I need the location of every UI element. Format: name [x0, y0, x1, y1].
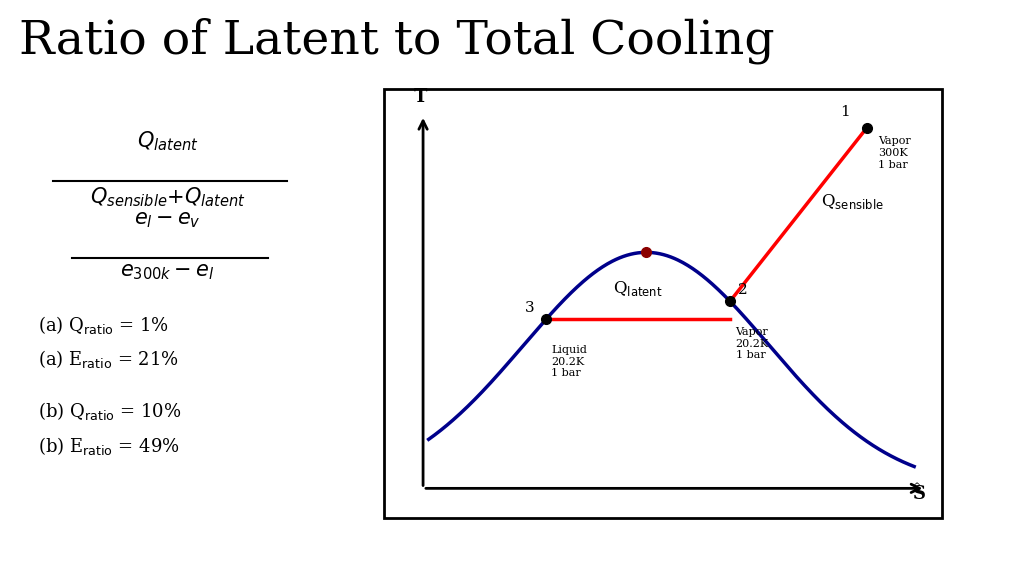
Text: (a) Q$_{\mathrm{ratio}}$ = 1%: (a) Q$_{\mathrm{ratio}}$ = 1% [38, 314, 169, 336]
Text: $\mathit{Q_{latent}}$: $\mathit{Q_{latent}}$ [137, 129, 199, 153]
Text: PHY 862: Accelerator Systems: PHY 862: Accelerator Systems [986, 203, 995, 350]
Text: $\mathit{Q_{sensible}}$+$\mathit{Q_{latent}}$: $\mathit{Q_{sensible}}$+$\mathit{Q_{late… [89, 185, 246, 209]
Text: Ratio of Latent to Total Cooling: Ratio of Latent to Total Cooling [19, 17, 775, 64]
Text: Q$_{\mathrm{latent}}$: Q$_{\mathrm{latent}}$ [613, 279, 663, 298]
Text: (b) Q$_{\mathrm{ratio}}$ = 10%: (b) Q$_{\mathrm{ratio}}$ = 10% [38, 400, 181, 422]
Text: Liquid
20.2K
1 bar: Liquid 20.2K 1 bar [551, 345, 588, 378]
Text: S: S [913, 486, 927, 503]
Text: ^: ^ [913, 482, 921, 491]
Text: T: T [414, 89, 427, 107]
Text: Vapor
300K
1 bar: Vapor 300K 1 bar [878, 137, 910, 170]
Text: 8: 8 [980, 521, 1001, 550]
Text: 1: 1 [841, 105, 850, 119]
Text: 2: 2 [738, 283, 749, 297]
Text: 3: 3 [525, 301, 535, 315]
Text: Q$_{\mathrm{sensible}}$: Q$_{\mathrm{sensible}}$ [820, 192, 884, 211]
Text: (a) E$_{\mathrm{ratio}}$ = 21%: (a) E$_{\mathrm{ratio}}$ = 21% [38, 348, 179, 370]
Text: Vapor
20.2K
1 bar: Vapor 20.2K 1 bar [735, 327, 769, 360]
Text: $\mathit{e_{300k}}-\mathit{e_l}$: $\mathit{e_{300k}}-\mathit{e_l}$ [121, 262, 215, 282]
Text: (b) E$_{\mathrm{ratio}}$ = 49%: (b) E$_{\mathrm{ratio}}$ = 49% [38, 435, 180, 457]
Text: $\mathit{e_l}-\mathit{e_v}$: $\mathit{e_l}-\mathit{e_v}$ [134, 211, 201, 230]
